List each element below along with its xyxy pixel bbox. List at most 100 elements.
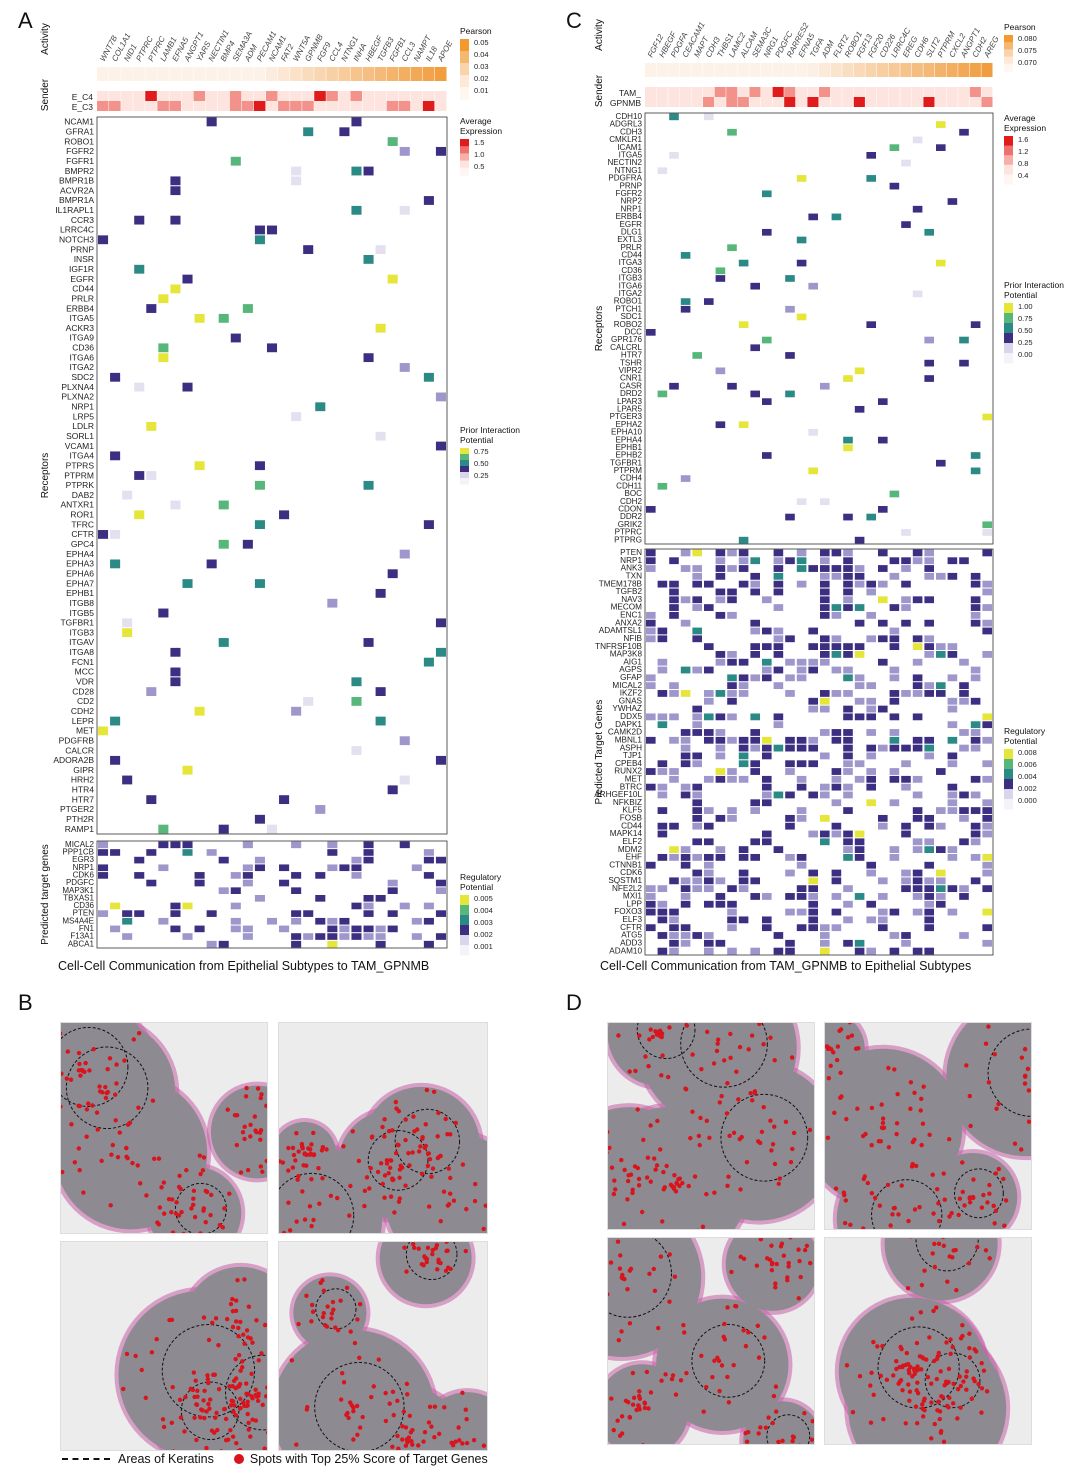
undefined-pearson-tick: 0.02 bbox=[474, 74, 489, 83]
undefined-target-cell bbox=[878, 908, 888, 916]
undefined-target-label: YWHAZ bbox=[612, 704, 642, 713]
top-score-spot bbox=[796, 1247, 801, 1252]
undefined-activity-cell bbox=[109, 67, 121, 81]
undefined-target-cell bbox=[750, 588, 760, 596]
undefined-target-cell bbox=[669, 557, 679, 565]
top-score-spot bbox=[143, 1395, 148, 1401]
top-score-spot bbox=[309, 1177, 314, 1182]
top-score-spot bbox=[441, 1189, 447, 1194]
undefined-target-cell bbox=[375, 895, 386, 902]
undefined-target-cell bbox=[912, 674, 923, 682]
undefined-target-cell bbox=[423, 902, 434, 910]
undefined-receptor-cell bbox=[254, 814, 265, 824]
top-score-spot bbox=[356, 1158, 362, 1164]
undefined-target-cell bbox=[970, 697, 981, 705]
undefined-target-cell bbox=[947, 643, 958, 650]
undefined-target-cell bbox=[912, 643, 923, 650]
undefined-target-cell bbox=[889, 799, 900, 807]
undefined-sender-cell bbox=[772, 87, 784, 97]
undefined-target-cell bbox=[773, 635, 784, 643]
top-score-spot bbox=[721, 1058, 727, 1063]
undefined-avgexp-swatch bbox=[460, 146, 469, 154]
undefined-sender-cell bbox=[911, 87, 923, 97]
top-score-spot bbox=[301, 1163, 306, 1168]
top-score-spot bbox=[294, 1442, 299, 1447]
undefined-target-cell bbox=[912, 885, 923, 893]
undefined-receptor-cell bbox=[762, 228, 772, 236]
undefined-receptor-cell bbox=[351, 205, 362, 215]
undefined-avgexp-tick: 1.2 bbox=[1018, 147, 1028, 156]
top-score-spot bbox=[993, 1171, 999, 1176]
undefined-prior-swatch bbox=[460, 454, 469, 461]
undefined-target-cell bbox=[912, 713, 923, 721]
undefined-target-cell bbox=[831, 736, 842, 744]
undefined-sender-cell bbox=[981, 97, 993, 107]
top-score-spot bbox=[110, 1142, 116, 1148]
top-score-spot bbox=[636, 1183, 642, 1188]
undefined-regpot-tick: 0.002 bbox=[474, 930, 493, 939]
top-score-spot bbox=[654, 1032, 660, 1037]
top-score-spot bbox=[673, 1392, 679, 1397]
top-score-spot bbox=[971, 1195, 976, 1201]
undefined-receptor-cell bbox=[122, 618, 133, 628]
undefined-target-cell bbox=[785, 658, 795, 666]
undefined-target-cell bbox=[657, 791, 668, 799]
undefined-target-cell bbox=[808, 791, 818, 799]
top-score-spot bbox=[944, 1403, 950, 1409]
undefined-receptor-label: LEPR bbox=[72, 716, 94, 726]
keratin-outline bbox=[877, 1326, 960, 1409]
top-score-spot bbox=[686, 1183, 691, 1189]
undefined-target-cell bbox=[924, 900, 934, 908]
undefined-receptor-cell bbox=[843, 436, 853, 444]
undefined-sender-cell bbox=[133, 91, 145, 101]
top-score-spot bbox=[397, 1196, 402, 1201]
undefined-target-label: LPP bbox=[627, 899, 643, 908]
undefined-receptor-cell bbox=[762, 336, 772, 344]
undefined-ligand-label: RARRES2 bbox=[785, 21, 811, 59]
top-score-spot bbox=[124, 1145, 129, 1151]
undefined-target-cell bbox=[657, 713, 668, 721]
undefined-target-cell bbox=[796, 924, 807, 932]
undefined-target-cell bbox=[158, 917, 169, 925]
top-score-spot bbox=[382, 1134, 387, 1139]
top-score-spot bbox=[707, 1135, 712, 1140]
top-score-spot bbox=[827, 1046, 833, 1051]
undefined-target-cell bbox=[796, 885, 807, 893]
undefined-target-cell bbox=[970, 736, 981, 744]
undefined-target-cell bbox=[831, 635, 842, 643]
top-score-spot bbox=[289, 1358, 295, 1363]
top-score-spot bbox=[471, 1437, 477, 1443]
undefined-receptor-cell bbox=[254, 520, 265, 530]
undefined-target-cell bbox=[843, 666, 853, 674]
undefined-target-cell bbox=[901, 932, 911, 939]
top-score-spot bbox=[963, 1374, 969, 1379]
undefined-target-cell bbox=[785, 939, 795, 947]
undefined-ligand-label: ROBO1 bbox=[843, 30, 864, 59]
undefined-target-cell bbox=[820, 838, 830, 846]
undefined-receptor-cell bbox=[785, 305, 795, 313]
undefined-target-cell bbox=[646, 674, 656, 682]
top-score-spot bbox=[242, 1124, 247, 1129]
undefined-receptor-label: GPC4 bbox=[71, 539, 94, 549]
undefined-receptors-title: Receptors bbox=[594, 306, 605, 352]
undefined-target-cell bbox=[843, 900, 853, 908]
top-score-spot bbox=[774, 1261, 779, 1267]
top-score-spot bbox=[834, 1057, 840, 1063]
tissue-region bbox=[61, 1076, 208, 1230]
top-score-spot bbox=[213, 1415, 218, 1420]
top-score-spot bbox=[448, 1191, 453, 1196]
undefined-target-cell bbox=[866, 783, 876, 791]
undefined-receptor-label: DAB2 bbox=[72, 490, 94, 500]
undefined-target-cell bbox=[738, 682, 749, 690]
undefined-target-cell bbox=[704, 869, 714, 877]
undefined-activity-cell bbox=[374, 67, 387, 81]
undefined-target-cell bbox=[866, 682, 876, 690]
undefined-target-cell bbox=[831, 572, 842, 580]
undefined-target-cell bbox=[820, 572, 830, 580]
undefined-target-cell bbox=[715, 690, 726, 697]
top-score-spot bbox=[929, 1436, 934, 1441]
undefined-target-cell bbox=[820, 604, 830, 611]
keratin-legend-label: Areas of Keratins bbox=[118, 1452, 214, 1466]
undefined-pearson-tick: 0.070 bbox=[1018, 58, 1037, 67]
undefined-target-cell bbox=[266, 917, 278, 925]
